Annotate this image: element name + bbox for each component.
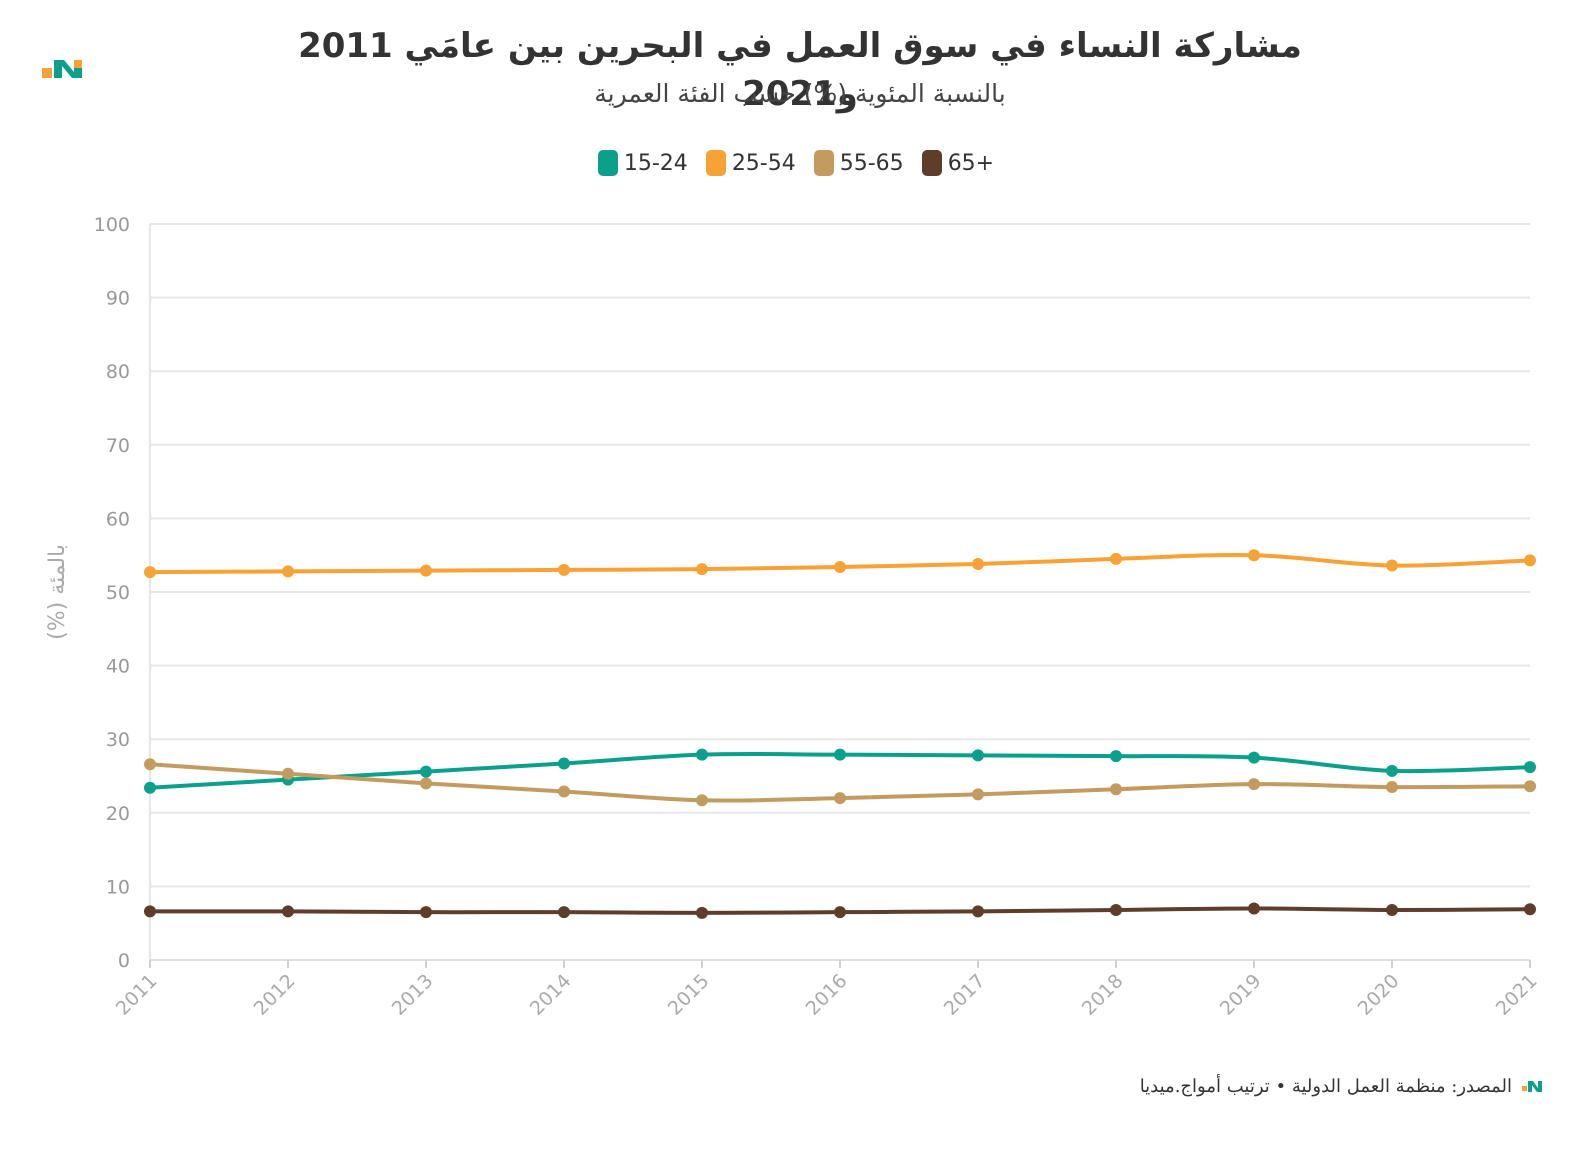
data-point xyxy=(1524,554,1536,567)
legend-item[interactable]: 25-54 xyxy=(705,150,796,176)
y-tick-label: 30 xyxy=(106,729,130,751)
y-tick-label: 50 xyxy=(106,582,130,604)
legend-label: 65+ xyxy=(947,150,995,176)
data-point xyxy=(834,906,846,919)
data-point xyxy=(144,905,156,918)
data-point xyxy=(1248,549,1260,562)
data-point xyxy=(696,906,708,919)
y-tick-label: 90 xyxy=(106,288,130,310)
x-tick-label: 2014 xyxy=(526,970,576,1020)
x-tick-label: 2021 xyxy=(1492,970,1542,1020)
data-point xyxy=(420,906,432,919)
data-point xyxy=(1248,902,1260,915)
data-point xyxy=(696,794,708,807)
data-point xyxy=(696,748,708,761)
data-point xyxy=(1110,783,1122,796)
x-tick-label: 2018 xyxy=(1078,970,1128,1020)
chart-title: مشاركة النساء في سوق العمل في البحرين بي… xyxy=(298,26,1302,114)
legend-item[interactable]: 55-65 xyxy=(813,150,904,176)
x-tick-label: 2016 xyxy=(802,970,852,1020)
data-point xyxy=(972,558,984,571)
y-axis-title: بالمئة (%) xyxy=(45,544,70,640)
y-tick-label: 80 xyxy=(106,361,130,383)
data-point xyxy=(1110,750,1122,763)
data-point xyxy=(144,781,156,794)
data-point xyxy=(834,560,846,573)
data-point xyxy=(1386,781,1398,794)
data-point xyxy=(1386,903,1398,916)
data-point xyxy=(420,777,432,790)
data-point xyxy=(282,565,294,578)
data-point xyxy=(558,563,570,576)
legend-label: 25-54 xyxy=(731,150,796,176)
legend-item[interactable]: 65+ xyxy=(921,150,995,176)
y-tick-label: 70 xyxy=(106,435,130,457)
data-point xyxy=(420,765,432,778)
source-footer: المصدر: منظمة العمل الدولية • ترتيب أموا… xyxy=(1140,1076,1544,1097)
amwaj-small-logo-icon xyxy=(1522,1080,1542,1092)
data-point xyxy=(1386,764,1398,777)
data-point xyxy=(1110,903,1122,916)
data-point xyxy=(1524,780,1536,793)
data-point xyxy=(1248,751,1260,764)
x-tick-label: 2019 xyxy=(1216,970,1266,1020)
amwaj-logo-icon xyxy=(42,60,82,78)
chart-subtitle: بالنسبة المئوية (%) حسب الفئة العمرية xyxy=(594,79,1006,108)
data-point xyxy=(558,785,570,798)
data-point xyxy=(144,566,156,579)
y-tick-label: 10 xyxy=(106,876,130,898)
legend-swatch xyxy=(597,150,618,176)
data-point xyxy=(972,905,984,918)
data-point xyxy=(420,564,432,577)
data-point xyxy=(972,788,984,801)
source-text: المصدر: منظمة العمل الدولية • ترتيب أموا… xyxy=(1139,1076,1512,1097)
data-point xyxy=(1248,778,1260,791)
data-point xyxy=(1524,903,1536,916)
data-point xyxy=(1386,559,1398,572)
legend-item[interactable]: 15-24 xyxy=(597,150,688,176)
data-point xyxy=(558,757,570,770)
data-point xyxy=(834,748,846,761)
x-tick-label: 2017 xyxy=(940,970,990,1020)
legend-swatch xyxy=(921,150,942,176)
x-tick-label: 2011 xyxy=(112,970,162,1020)
legend-swatch xyxy=(813,150,834,176)
data-point xyxy=(1524,761,1536,774)
data-point xyxy=(834,792,846,805)
x-tick-label: 2013 xyxy=(388,970,438,1020)
data-point xyxy=(696,563,708,576)
legend-label: 55-65 xyxy=(839,150,904,176)
data-point xyxy=(558,906,570,919)
y-tick-label: 20 xyxy=(106,803,130,825)
line-chart: 0 10 20 30 40 50 60 70 80 90 100 بالمئة (%) 2011 2012… xyxy=(45,214,1542,1020)
data-point xyxy=(144,758,156,771)
chart-legend: 15-24 25-54 55-65 65+ xyxy=(0,150,1592,176)
x-tick-label: 2020 xyxy=(1354,970,1404,1020)
y-tick-label: 100 xyxy=(94,214,130,236)
y-tick-label: 60 xyxy=(106,508,130,530)
legend-label: 15-24 xyxy=(623,150,688,176)
data-point xyxy=(282,905,294,918)
x-tick-label: 2015 xyxy=(664,970,714,1020)
y-tick-label: 0 xyxy=(118,950,130,972)
data-point xyxy=(282,767,294,780)
data-point xyxy=(1110,552,1122,565)
legend-swatch xyxy=(705,150,726,176)
y-tick-label: 40 xyxy=(106,656,130,678)
x-tick-label: 2012 xyxy=(250,970,300,1020)
data-point xyxy=(972,749,984,762)
